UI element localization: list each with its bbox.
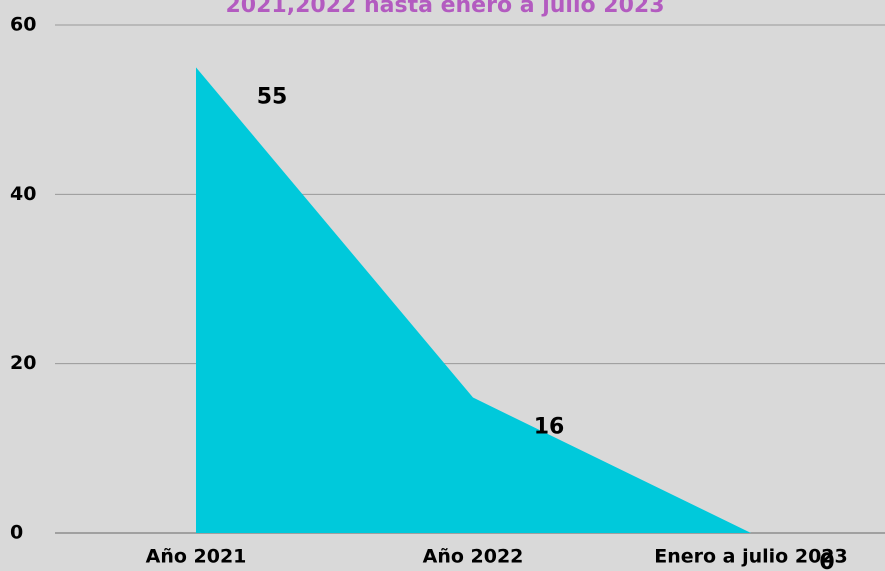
data-label: 16 xyxy=(534,415,565,440)
y-tick-label: 0 xyxy=(10,522,23,544)
data-label: 0 xyxy=(819,550,834,571)
area xyxy=(196,67,751,533)
x-tick-label: Año 2021 xyxy=(146,546,247,568)
x-tick-label: Enero a julio 2023 xyxy=(654,546,847,568)
y-tick-label: 40 xyxy=(10,183,36,205)
data-label: 55 xyxy=(257,84,288,109)
y-tick-label: 20 xyxy=(10,352,36,374)
chart-title: 2021,2022 hasta enero a julio 2023 xyxy=(225,0,664,18)
y-tick-label: 60 xyxy=(10,14,36,36)
x-tick-label: Año 2022 xyxy=(423,546,524,568)
